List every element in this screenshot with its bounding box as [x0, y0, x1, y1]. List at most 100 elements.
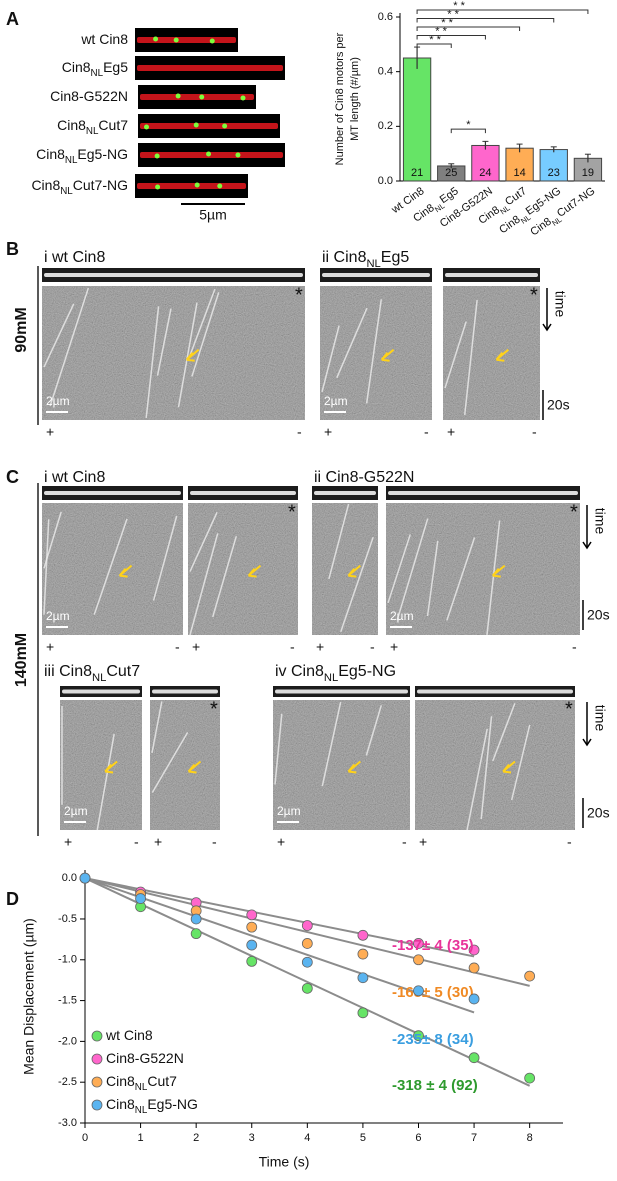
- arrow: [502, 760, 516, 774]
- plus-end: +: [64, 834, 72, 850]
- text-part: Cut7: [147, 1073, 177, 1089]
- motor-track: [444, 321, 467, 389]
- y-tick-label: 0.2: [378, 120, 393, 132]
- plus-end: +: [447, 424, 455, 440]
- motor-spot: [222, 123, 228, 129]
- data-point: [135, 893, 146, 904]
- text-part: Eg5: [381, 249, 410, 266]
- scale-label: 2µm: [46, 394, 70, 408]
- data-point: [246, 939, 258, 951]
- motor-spot: [206, 151, 212, 157]
- mt-strip-signal: [44, 491, 181, 495]
- scale-label: 5µm: [199, 207, 227, 223]
- significance-bracket: [416, 18, 555, 23]
- minus-end: -: [175, 639, 180, 655]
- data-point: [524, 1072, 536, 1084]
- arrow: [104, 760, 118, 774]
- kymo-title: i wt Cin8: [44, 469, 105, 486]
- legend-marker: [91, 1053, 103, 1065]
- end-marker: *: [288, 501, 296, 523]
- data-point: [413, 938, 424, 949]
- minus-end: -: [290, 639, 295, 655]
- minus-end: -: [134, 834, 139, 850]
- significance-bracket: [416, 43, 452, 48]
- significance-label: * *: [429, 34, 441, 46]
- text-part: Cin8: [411, 202, 436, 225]
- end-marker: *: [210, 698, 218, 720]
- data-point: [413, 954, 424, 966]
- mt-signal: [137, 183, 246, 189]
- x-tick-label: 4: [304, 1132, 310, 1144]
- time-label: time: [592, 705, 608, 732]
- motor-track: [156, 308, 172, 376]
- kymograph-noise: [320, 286, 432, 420]
- minus-end: -: [297, 424, 302, 440]
- panel-label: C: [6, 467, 19, 487]
- text-part: Eg5-NG: [147, 1096, 198, 1112]
- kymograph-noise: [443, 286, 540, 420]
- row-label: Cin8-G522N: [50, 88, 128, 104]
- text-part: Cin8-G522N: [106, 1050, 184, 1066]
- kymograph-noise: [312, 503, 378, 635]
- mt-strip-signal: [44, 273, 303, 277]
- motor-track: [177, 302, 198, 408]
- x-tick-label: 0: [82, 1132, 88, 1144]
- motor-track: [189, 288, 216, 356]
- y-tick-label: -3.0: [58, 1117, 77, 1129]
- row-label: Cin8NLCut7: [57, 117, 128, 137]
- minus-end: -: [370, 639, 375, 655]
- motor-track: [151, 732, 189, 793]
- motor-spot: [193, 122, 199, 128]
- motor-track: [145, 306, 160, 418]
- motor-spot: [199, 94, 205, 100]
- x-tick-label: 6: [415, 1132, 421, 1144]
- data-point: [79, 872, 91, 884]
- minus-end: -: [402, 834, 407, 850]
- text-part: i wt Cin8: [44, 249, 105, 266]
- motor-track: [191, 292, 220, 377]
- motor-track: [480, 716, 493, 820]
- significance-label: * *: [441, 17, 453, 29]
- subscript: NL: [135, 1105, 148, 1116]
- scale-label: 2µm: [324, 394, 348, 408]
- data-point: [468, 944, 480, 956]
- motor-track: [328, 503, 350, 580]
- significance-label: * *: [435, 25, 447, 37]
- end-marker: *: [530, 284, 538, 306]
- data-point: [357, 1007, 369, 1019]
- row-label: Cin8NLEg5-NG: [36, 146, 128, 166]
- time-label: time: [592, 508, 608, 535]
- text-part: Cut7: [106, 663, 140, 680]
- mt-signal: [140, 152, 283, 158]
- data-point: [301, 938, 313, 949]
- y-tick-label: -2.0: [58, 1035, 77, 1047]
- mt-strip-signal: [417, 689, 573, 694]
- text-part: Cin8: [62, 59, 91, 75]
- time-scale-label: 20s: [587, 607, 610, 623]
- mt-strip-signal: [152, 689, 218, 694]
- motor-spot: [209, 38, 215, 44]
- text-part: i wt Cin8: [44, 469, 105, 486]
- text-part: Cin8: [497, 213, 522, 236]
- arrow: [491, 564, 506, 578]
- time-arrow-head: [582, 738, 592, 747]
- y-label: MT length (#/µm): [349, 57, 361, 141]
- significance-label: *: [466, 119, 471, 131]
- significance-label: * *: [447, 8, 459, 20]
- mt-strip-signal: [445, 273, 538, 277]
- data-point: [246, 921, 258, 933]
- x-label: Time (s): [259, 1154, 310, 1170]
- mt-strip-signal: [388, 491, 578, 495]
- subscript: NL: [366, 258, 380, 270]
- text-part: Cin8: [31, 177, 60, 193]
- motor-track: [396, 518, 429, 621]
- text-part: Cin8-G522N: [50, 88, 128, 104]
- end-marker: *: [565, 698, 573, 720]
- condition: 90mM: [13, 307, 30, 352]
- kymo-title: ii Cin8NLEg5: [322, 249, 409, 270]
- scale-label: 2µm: [390, 609, 414, 623]
- count-label: 14: [513, 167, 525, 179]
- text-part: Cut7-NG: [555, 185, 597, 220]
- plus-end: +: [46, 424, 54, 440]
- motor-track: [321, 701, 342, 787]
